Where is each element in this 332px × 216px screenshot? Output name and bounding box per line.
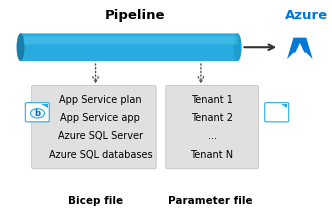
Text: Tenant 2: Tenant 2: [191, 113, 233, 123]
Polygon shape: [295, 43, 305, 53]
Ellipse shape: [234, 33, 242, 61]
FancyBboxPatch shape: [24, 36, 238, 44]
FancyBboxPatch shape: [25, 103, 49, 122]
Text: Azure SQL databases: Azure SQL databases: [48, 149, 152, 160]
Ellipse shape: [17, 33, 25, 61]
Polygon shape: [281, 104, 287, 108]
Text: Tenant 1: Tenant 1: [191, 95, 233, 105]
Polygon shape: [287, 38, 313, 59]
Text: Tenant N: Tenant N: [191, 149, 234, 160]
FancyBboxPatch shape: [265, 103, 289, 122]
Text: ...: ...: [208, 132, 216, 141]
FancyBboxPatch shape: [166, 86, 258, 169]
FancyBboxPatch shape: [21, 33, 238, 61]
Text: Bicep file: Bicep file: [68, 196, 123, 206]
Circle shape: [31, 109, 44, 118]
FancyBboxPatch shape: [32, 86, 156, 169]
Text: Parameter file: Parameter file: [168, 196, 253, 206]
Text: Pipeline: Pipeline: [105, 9, 166, 22]
Text: App Service plan: App Service plan: [59, 95, 142, 105]
Text: App Service app: App Service app: [60, 113, 140, 123]
Text: Azure: Azure: [285, 9, 328, 22]
Text: b: b: [35, 109, 41, 118]
Polygon shape: [41, 104, 48, 108]
Text: Azure SQL Server: Azure SQL Server: [58, 132, 143, 141]
